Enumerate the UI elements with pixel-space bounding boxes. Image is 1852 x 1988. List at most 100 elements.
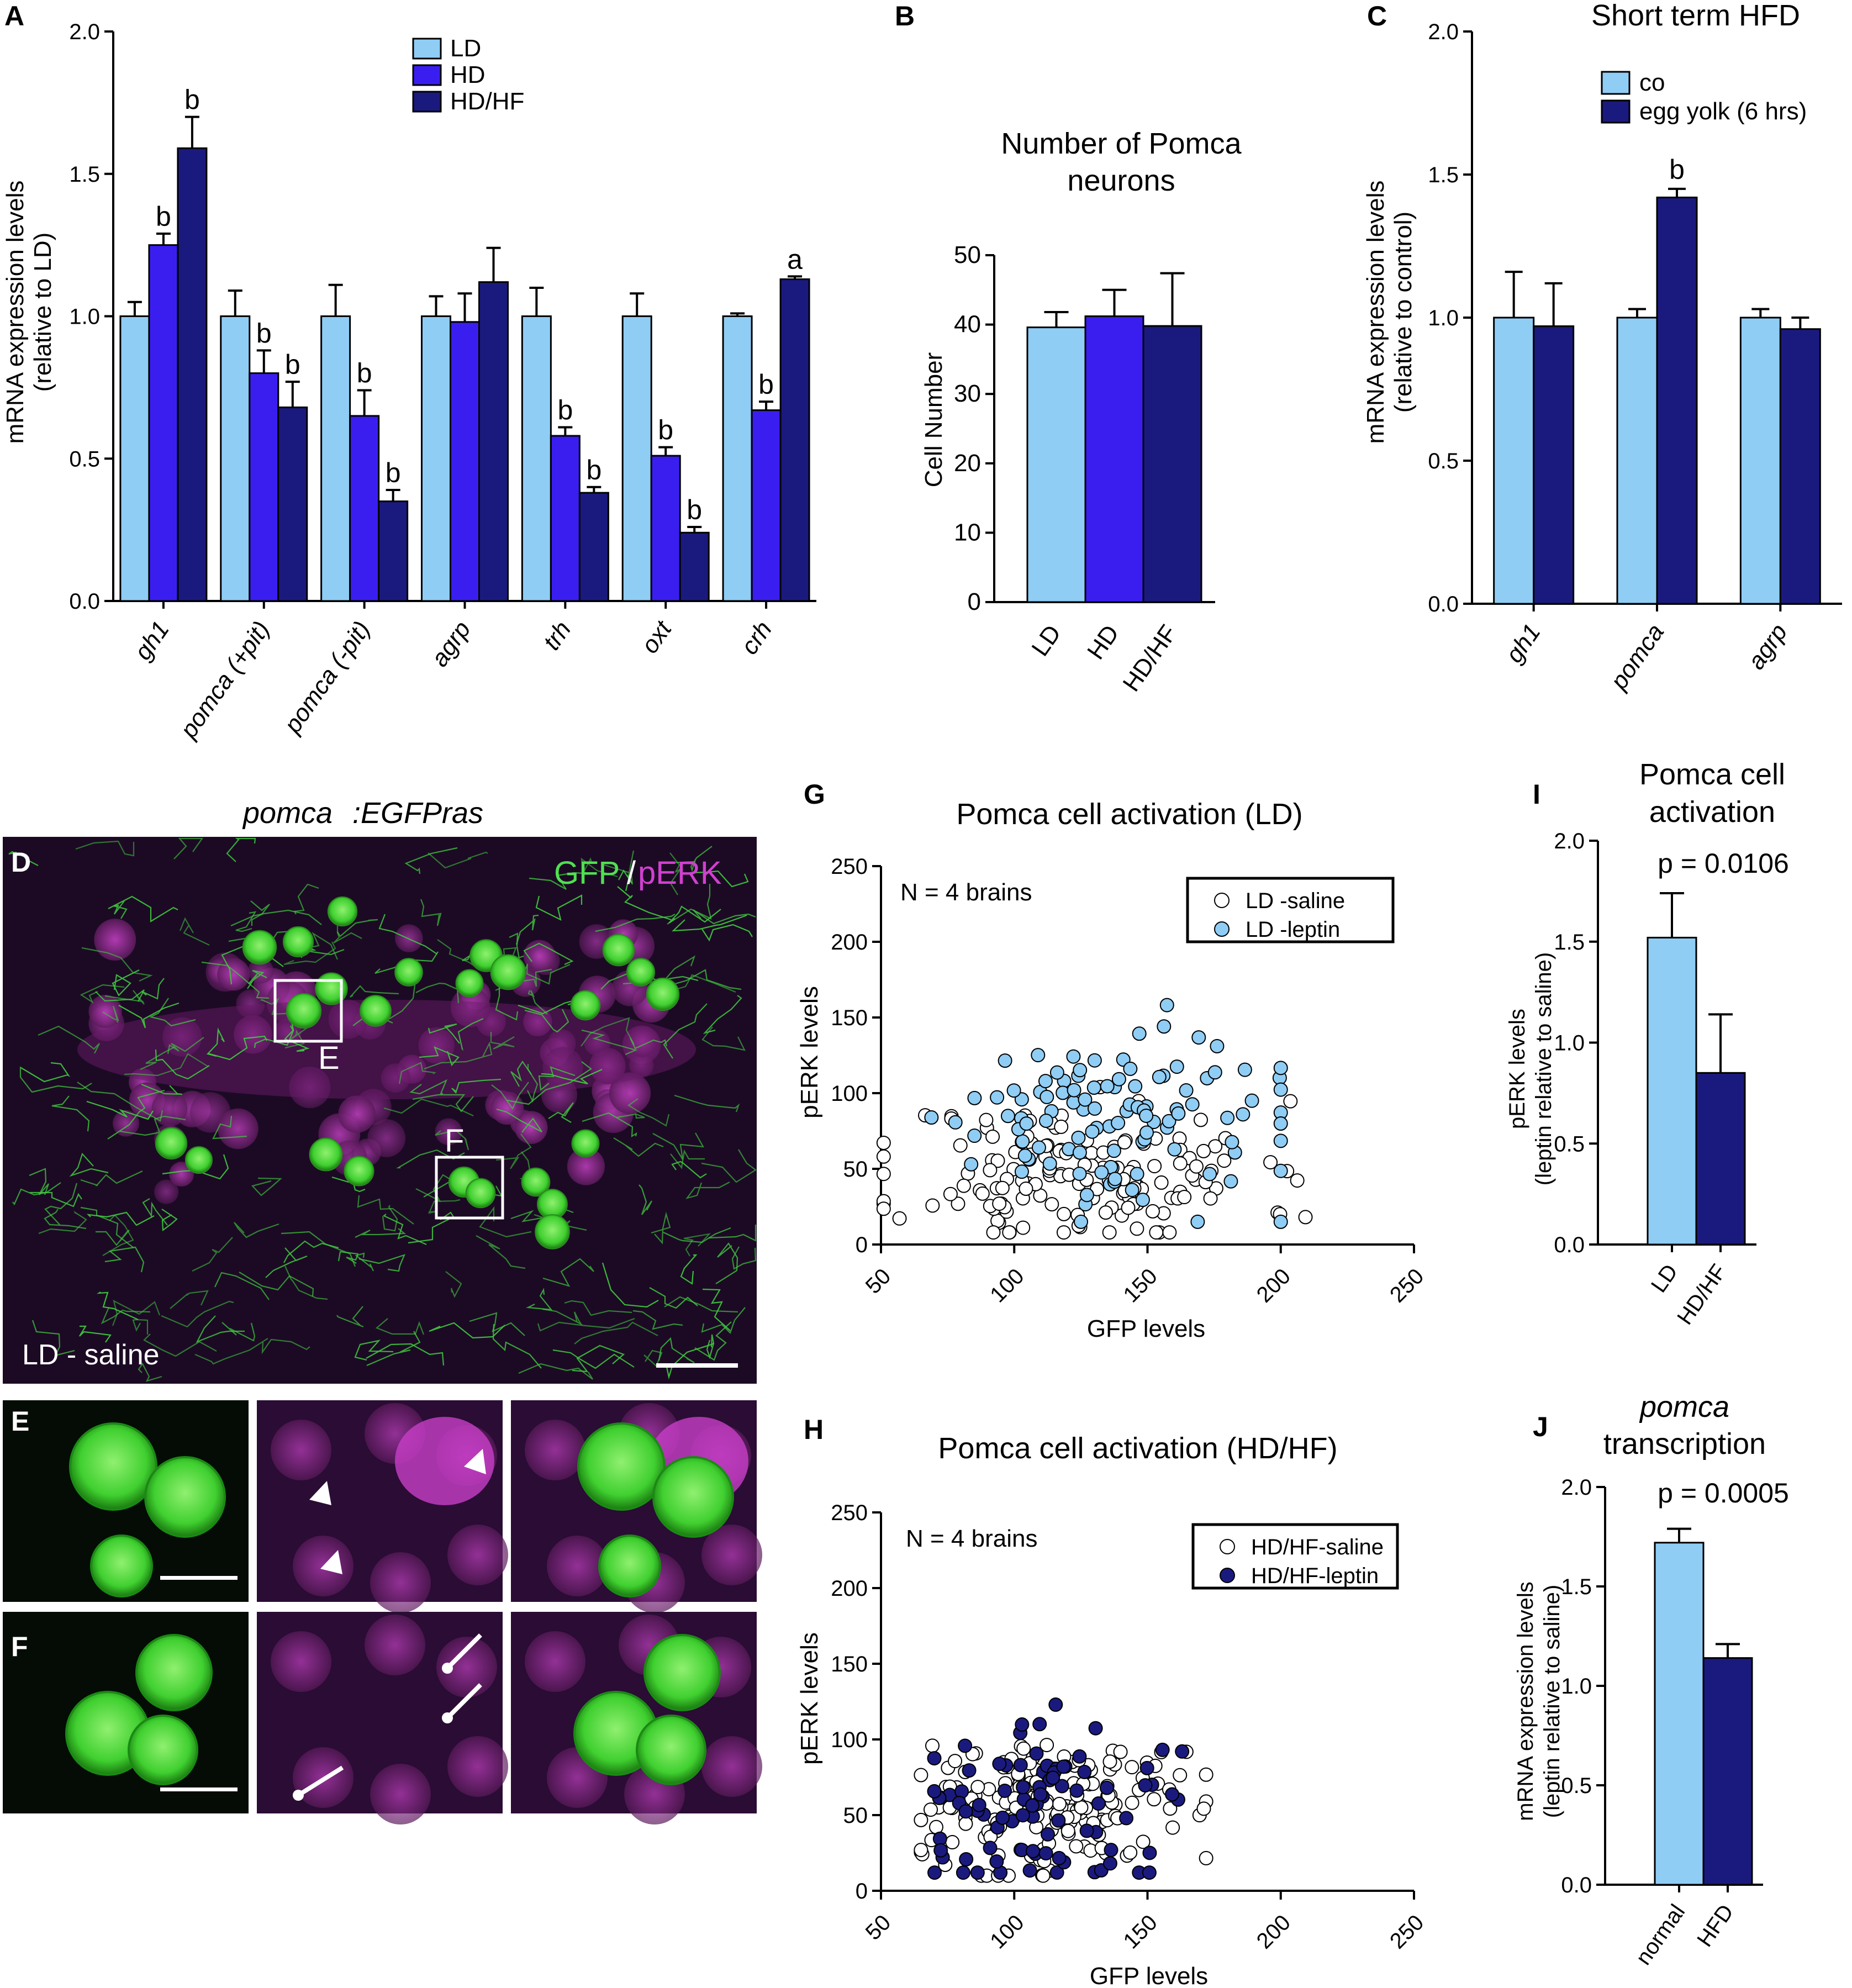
gfp-fiber xyxy=(435,1129,469,1151)
point-HD/HF-leptin xyxy=(927,1751,942,1766)
bar-normal xyxy=(1654,1542,1705,1886)
point-LD -leptin xyxy=(1042,1156,1057,1171)
gfp-fiber xyxy=(445,1271,462,1298)
point-LD -saline xyxy=(986,1225,1001,1240)
gfp-fiber xyxy=(627,1098,670,1127)
gfp-fiber xyxy=(408,1211,455,1244)
point-HD/HF-saline xyxy=(1196,1801,1211,1816)
gfp-fiber xyxy=(708,1225,757,1242)
perk-signal xyxy=(271,1420,331,1480)
point-HD/HF-leptin xyxy=(1033,1787,1048,1802)
gfp-fiber xyxy=(96,1291,139,1321)
point-LD -saline xyxy=(1057,1206,1072,1221)
gfp-cell xyxy=(282,926,314,958)
gfp-fiber xyxy=(604,850,635,885)
gfp-fiber xyxy=(541,1068,603,1085)
gfp-fiber xyxy=(212,1115,247,1140)
gfp-cell xyxy=(535,1214,570,1249)
point-HD/HF-leptin xyxy=(1088,1721,1103,1736)
point-LD -saline xyxy=(1145,1204,1160,1219)
bar-egg yolk (6 hrs) xyxy=(1779,328,1821,605)
point-LD -leptin xyxy=(1162,1114,1176,1129)
panel-b-bars xyxy=(1026,272,1202,603)
gfp-fiber xyxy=(542,1258,594,1287)
gfp-fiber xyxy=(132,1319,149,1335)
bar-HD/HF xyxy=(1695,1072,1746,1246)
panel-h-ylabel: pERK levels xyxy=(796,1632,823,1765)
panel-c-ylabel-line2: (relative to control) xyxy=(1390,212,1417,413)
perk-signal-layer xyxy=(77,919,696,1204)
x-tick-label: pomca (+pit) xyxy=(175,616,275,744)
point-HD/HF-saline xyxy=(1163,1801,1178,1816)
point-LD -saline xyxy=(951,1196,965,1211)
point-HD/HF-leptin xyxy=(1142,1865,1157,1880)
bar-LD xyxy=(421,315,451,602)
panel-label-b: B xyxy=(895,1,915,31)
gfp-fiber xyxy=(526,1288,553,1311)
gfp-fiber xyxy=(357,1195,414,1225)
point-LD -leptin xyxy=(1079,1188,1094,1203)
bar-HD/HF xyxy=(779,278,810,602)
perk-signal xyxy=(525,1420,585,1480)
gfp-cell xyxy=(69,1422,157,1511)
gfp-fiber xyxy=(113,900,128,919)
point-LD -leptin xyxy=(1223,1174,1238,1189)
micrograph-title-italic: pomca xyxy=(242,797,333,830)
gfp-fiber xyxy=(124,1053,209,1077)
panel-g-ylabel: pERK levels xyxy=(796,986,823,1119)
x-tick-label: 100 xyxy=(985,1910,1028,1953)
legend-marker-HD/HF-leptin xyxy=(1220,1568,1235,1583)
point-LD -saline xyxy=(1147,1159,1162,1174)
gfp-fiber xyxy=(112,1299,161,1326)
perk-signal xyxy=(567,1147,605,1185)
point-HD/HF-leptin xyxy=(933,1843,948,1858)
gfp-cell xyxy=(465,1178,496,1209)
y-tick-label: 150 xyxy=(831,1006,868,1030)
point-HD/HF-leptin xyxy=(1069,1783,1084,1798)
x-tick-label: oxt xyxy=(636,615,678,658)
point-HD/HF-leptin xyxy=(1056,1759,1071,1774)
gfp-fiber xyxy=(521,963,571,985)
panel-c-axes: 0.0 0.5 1.0 1.5 2.0 gh1 pomca agrp xyxy=(1428,20,1842,695)
point-LD -saline xyxy=(1149,1225,1164,1240)
gfp-fiber xyxy=(582,1112,637,1138)
point-LD -saline xyxy=(992,1196,1007,1211)
gfp-fiber xyxy=(44,1183,78,1225)
perk-signal xyxy=(94,919,136,961)
gfp-fiber xyxy=(670,1149,705,1169)
gfp-fiber xyxy=(564,1300,632,1316)
gfp-fiber xyxy=(102,1214,134,1256)
point-LD -saline xyxy=(995,1180,1010,1195)
bar-HD/HF xyxy=(478,281,509,602)
bar-HD/HF xyxy=(679,531,710,602)
gfp-fiber xyxy=(542,1308,583,1326)
point-HD/HF-leptin xyxy=(1155,1742,1170,1757)
gfp-fiber xyxy=(250,900,270,926)
arrowhead xyxy=(464,1449,486,1474)
point-LD -saline xyxy=(1263,1155,1278,1170)
gfp-fiber xyxy=(671,1161,707,1179)
significance-label: b xyxy=(386,457,401,488)
gfp-fiber xyxy=(235,911,257,932)
point-LD -leptin xyxy=(1202,1167,1217,1182)
y-tick-label: 0.0 xyxy=(1554,1233,1585,1257)
point-LD -leptin xyxy=(1017,1148,1032,1163)
y-tick-label: 0.5 xyxy=(1428,449,1459,473)
bar-HD xyxy=(1084,315,1144,603)
x-tick-label: HD xyxy=(1082,620,1125,665)
gfp-fiber xyxy=(527,990,548,1015)
y-tick-label: 200 xyxy=(831,1576,868,1601)
gfp-fiber xyxy=(523,942,574,966)
point-HD/HF-leptin xyxy=(1139,1760,1154,1775)
gfp-cell xyxy=(602,934,635,967)
gfp-fiber xyxy=(702,1288,731,1331)
point-HD/HF-saline xyxy=(914,1843,928,1858)
y-tick-label: 1.0 xyxy=(1561,1674,1592,1699)
x-tick-label: pomca (-pit) xyxy=(278,616,376,739)
point-LD -saline xyxy=(1130,1221,1144,1236)
point-HD/HF-leptin xyxy=(1077,1764,1092,1779)
gfp-cell xyxy=(394,958,423,987)
significance-label: b xyxy=(586,455,601,486)
panel-i-ylabel-line2: (leptin relative to saline) xyxy=(1532,952,1556,1185)
gfp-fiber xyxy=(284,1021,310,1052)
